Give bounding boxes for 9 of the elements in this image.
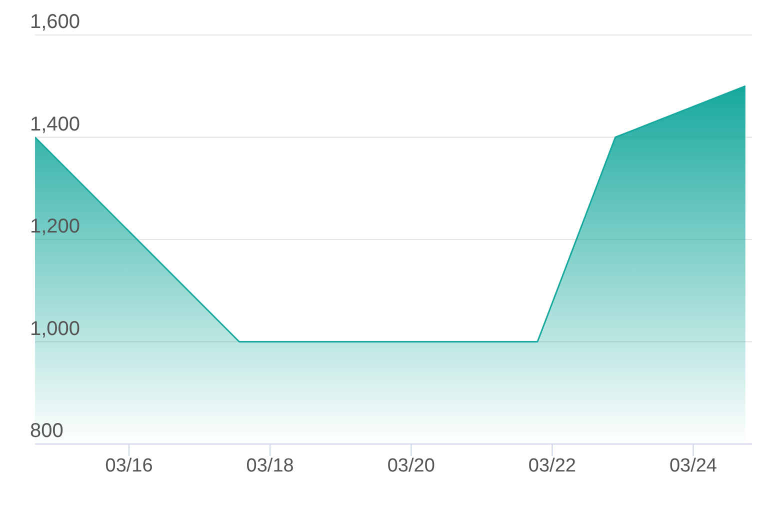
y-tick-label: 1,000 [30,318,80,340]
x-tick-label: 03/20 [387,455,435,476]
x-tick-label: 03/18 [246,455,294,476]
y-tick-label: 1,600 [30,11,80,33]
y-tick-label: 800 [30,420,64,442]
x-tick-label: 03/24 [669,455,718,476]
x-tick-label: 03/16 [105,455,153,476]
x-tick-label: 03/22 [528,455,576,476]
y-tick-label: 1,400 [30,113,80,136]
